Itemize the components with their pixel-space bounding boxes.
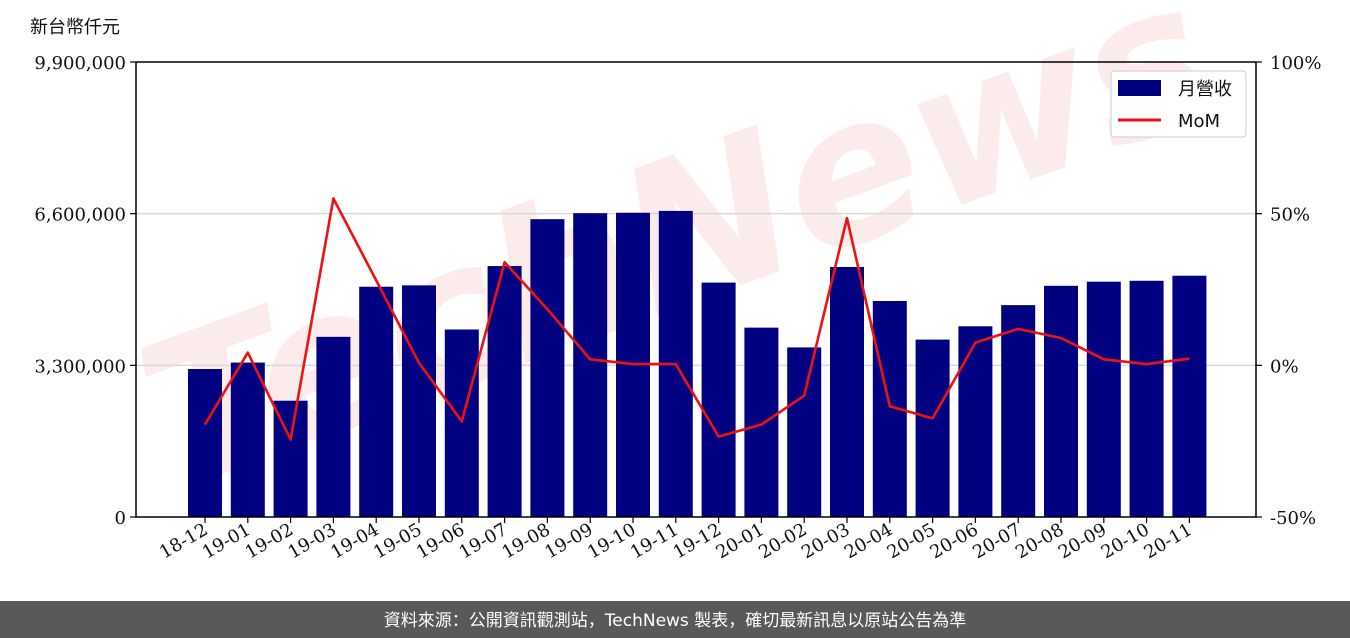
x-tick-label: 19-02 bbox=[242, 519, 297, 563]
left-tick-label: 0 bbox=[115, 508, 126, 529]
bar-19-01 bbox=[230, 362, 265, 517]
x-tick-label: 19-12 bbox=[670, 519, 725, 563]
mom-line-series bbox=[203, 197, 1190, 441]
x-tick-label: 20-01 bbox=[712, 519, 767, 563]
bar-19-06 bbox=[444, 329, 479, 517]
x-tick-label: 20-11 bbox=[1140, 519, 1195, 563]
right-tick-label: -50% bbox=[1270, 508, 1316, 529]
footer-source: 資料來源：公開資訊觀測站，TechNews 製表，確切最新訊息以原站公告為準 bbox=[384, 611, 966, 631]
x-tick-label: 19-08 bbox=[498, 519, 553, 563]
bar-20-09 bbox=[1086, 281, 1121, 517]
right-tick-label: 0% bbox=[1270, 356, 1299, 377]
bar-20-03 bbox=[830, 266, 864, 517]
x-tick-label: 19-07 bbox=[456, 519, 511, 563]
bar-20-06 bbox=[958, 326, 993, 517]
right-tick-label: 100% bbox=[1270, 53, 1321, 74]
x-tick-label: 20-07 bbox=[969, 519, 1024, 563]
x-tick-label: 19-05 bbox=[370, 519, 425, 563]
legend-bar-label: 月營收 bbox=[1178, 79, 1232, 100]
bar-19-09 bbox=[573, 213, 608, 517]
left-tick-label: 6,600,000 bbox=[34, 205, 126, 226]
bar-20-01 bbox=[744, 327, 779, 517]
bar-20-08 bbox=[1044, 285, 1078, 517]
right-axis: -50% 0% 50% 100% bbox=[1256, 53, 1321, 529]
bar-19-04 bbox=[359, 286, 394, 517]
footer-bar bbox=[0, 601, 1350, 638]
x-tick-label: 20-10 bbox=[1098, 519, 1153, 563]
x-tick-label: 19-09 bbox=[541, 519, 596, 563]
x-tick-label: 20-06 bbox=[926, 519, 981, 563]
x-tick-label: 20-08 bbox=[1012, 519, 1067, 563]
x-tick-label: 19-03 bbox=[284, 519, 339, 563]
x-tick-label: 19-10 bbox=[584, 519, 639, 563]
bar-series bbox=[188, 210, 1207, 517]
left-tick-label: 9,900,000 bbox=[34, 53, 126, 74]
x-tick-label: 20-04 bbox=[841, 519, 896, 563]
x-tick-label: 20-05 bbox=[884, 519, 939, 563]
bar-18-12 bbox=[188, 369, 222, 517]
legend-bar-swatch bbox=[1118, 80, 1161, 96]
bar-20-07 bbox=[1001, 305, 1036, 517]
x-tick-label: 18-12 bbox=[156, 519, 211, 563]
x-tick-label: 20-03 bbox=[798, 519, 853, 563]
right-tick-label: 50% bbox=[1270, 205, 1310, 226]
legend: 月營收 MoM bbox=[1110, 70, 1247, 138]
mom-line bbox=[203, 197, 1190, 441]
legend-line-label: MoM bbox=[1178, 111, 1220, 132]
bar-20-02 bbox=[787, 347, 822, 517]
x-tick-label: 19-11 bbox=[627, 519, 682, 563]
plot-frame bbox=[135, 61, 1257, 518]
x-axis: 18-1219-0119-0219-0319-0419-0519-0619-07… bbox=[156, 517, 1196, 563]
bar-19-05 bbox=[402, 285, 436, 517]
x-tick-label: 20-09 bbox=[1055, 519, 1110, 563]
bar-19-03 bbox=[316, 336, 351, 517]
x-tick-label: 20-02 bbox=[755, 519, 810, 563]
bar-19-02 bbox=[273, 400, 308, 517]
bar-20-10 bbox=[1129, 280, 1164, 517]
x-tick-label: 19-04 bbox=[327, 519, 382, 563]
y-unit-label: 新台幣仟元 bbox=[30, 17, 120, 38]
x-tick-label: 19-06 bbox=[413, 519, 468, 563]
bar-19-08 bbox=[530, 219, 565, 517]
left-tick-label: 3,300,000 bbox=[34, 356, 126, 377]
bar-20-05 bbox=[915, 339, 950, 517]
left-axis: 0 3,300,000 6,600,000 9,900,000 bbox=[34, 53, 136, 529]
bar-20-11 bbox=[1172, 275, 1207, 517]
bar-19-12 bbox=[701, 282, 736, 517]
